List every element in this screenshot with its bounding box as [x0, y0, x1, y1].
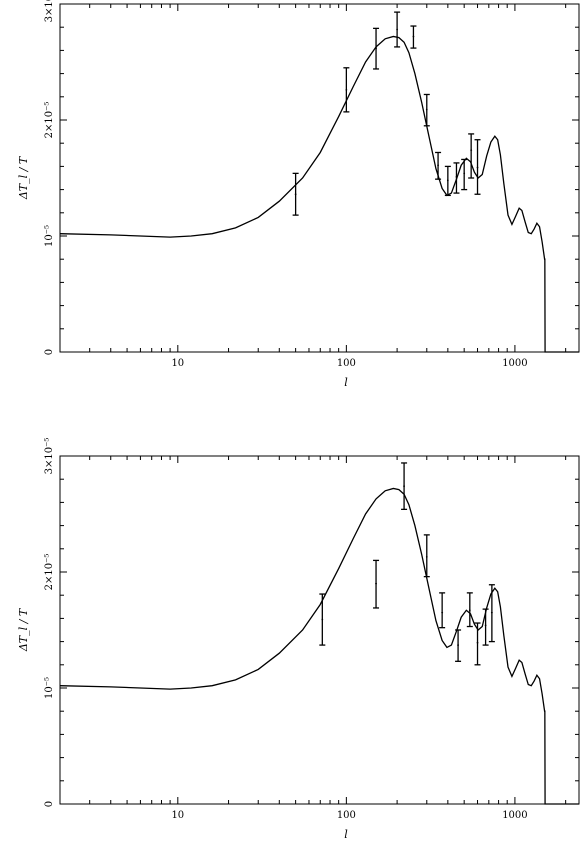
data-point — [437, 164, 439, 167]
data-point — [425, 108, 428, 111]
data-point — [446, 179, 449, 182]
plot-frame — [59, 455, 580, 805]
data-point — [476, 166, 479, 169]
error-bar — [410, 25, 417, 49]
y-tick-label: 3×10⁻⁵ — [44, 438, 55, 475]
data-point — [476, 641, 479, 644]
bottom-panel: l ΔT_l / T 10 100 1000 0 10⁻⁵ 2×10⁻⁵ 3×10⁻⁵ — [17, 438, 580, 841]
data-point — [457, 644, 459, 646]
data-point — [468, 609, 471, 612]
error-bar — [455, 629, 462, 662]
error-bar — [343, 67, 350, 113]
y-tick-label: 0 — [44, 801, 55, 807]
y-tick-label: 2×10⁻⁵ — [44, 102, 55, 139]
y-axis-label: ΔT_l / T — [17, 155, 30, 200]
y-axis-label: ΔT_l / T — [17, 607, 30, 652]
data-point — [321, 618, 324, 621]
data-point — [345, 88, 348, 91]
error-bar — [474, 622, 481, 666]
error-bar — [423, 93, 430, 127]
data-point — [294, 193, 297, 196]
data-point — [455, 175, 458, 178]
error-bar — [474, 139, 481, 195]
error-bar — [394, 11, 401, 48]
data-point — [425, 556, 428, 558]
x-tick-label: 10 — [171, 358, 184, 369]
x-tick-label: 1000 — [502, 810, 527, 821]
plot-frame — [59, 3, 580, 353]
x-axis-label: l — [344, 376, 348, 389]
error-bar — [373, 559, 380, 609]
data-point — [375, 47, 377, 49]
error-bar — [401, 462, 408, 511]
error-bar — [435, 151, 442, 180]
y-tick-label: 10⁻⁵ — [44, 225, 55, 247]
error-bar — [466, 592, 473, 628]
error-bar — [453, 162, 460, 194]
data-point — [490, 611, 493, 614]
data-point — [484, 624, 487, 627]
error-bar — [468, 133, 475, 179]
error-bar — [488, 584, 495, 643]
y-tick-label: 3×10⁻⁵ — [44, 0, 55, 22]
data-point — [412, 35, 415, 38]
data-point — [441, 611, 444, 614]
error-bar — [482, 608, 489, 646]
model-curve — [59, 487, 579, 805]
data-point — [463, 172, 466, 175]
error-bar — [373, 27, 380, 70]
x-tick-label: 100 — [337, 810, 356, 821]
data-point — [375, 582, 377, 585]
data-point — [403, 485, 405, 488]
x-axis-label: l — [344, 828, 348, 841]
x-tick-label: 1000 — [502, 358, 527, 369]
data-point — [396, 28, 399, 31]
error-bar — [292, 172, 299, 216]
top-panel: l ΔT_l / T 10 100 1000 0 10⁻⁵ 2×10⁻⁵ 3×10⁻⁵ — [17, 0, 580, 389]
error-bar — [423, 534, 430, 578]
model-curve — [59, 35, 579, 353]
error-bar — [439, 592, 446, 629]
error-bar — [319, 593, 326, 646]
x-tick-label: 100 — [337, 358, 356, 369]
data-point — [470, 149, 473, 152]
error-bar — [444, 165, 451, 197]
error-bar — [461, 158, 468, 191]
x-tick-label: 10 — [171, 810, 184, 821]
y-tick-label: 2×10⁻⁵ — [44, 554, 55, 591]
y-tick-label: 0 — [44, 349, 55, 355]
y-tick-label: 10⁻⁵ — [44, 677, 55, 699]
